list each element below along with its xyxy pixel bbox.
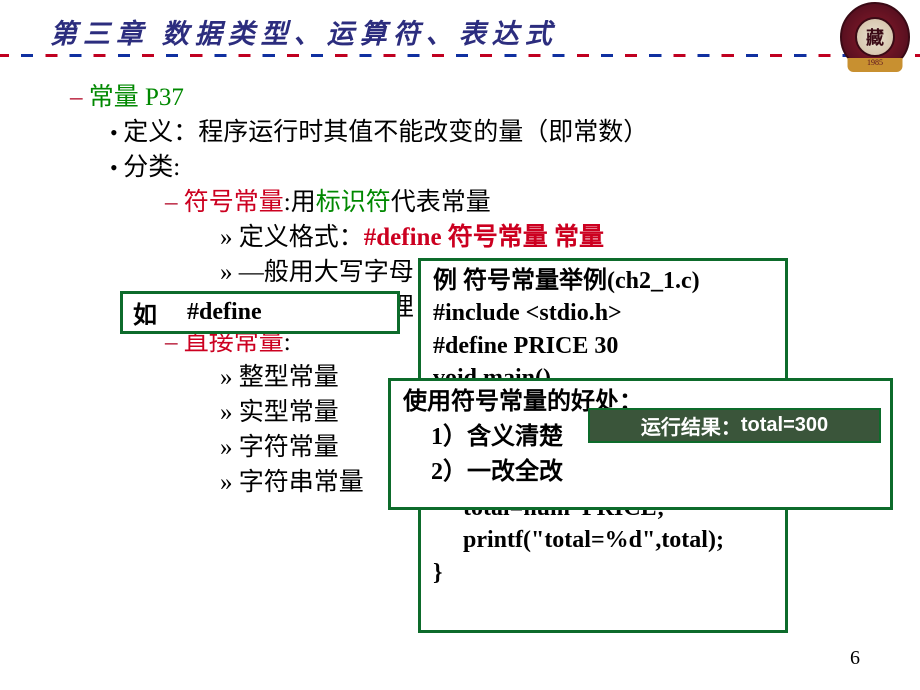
page-number: 6 <box>850 647 860 670</box>
code-line-8: } <box>433 557 773 589</box>
benefits-box: 使用符号常量的好处： 1）含义清楚 2）一改全改 <box>388 378 893 510</box>
define-example-box: 如 #define <box>120 291 400 334</box>
symbol-const-desc2: 代表常量 <box>391 189 491 216</box>
chapter-title: 第三章 数据类型、运算符、表达式 <box>50 12 558 51</box>
code-line-0: #include <stdio.h> <box>433 297 773 329</box>
hidden-line2a: — <box>239 259 264 286</box>
code-title-file: (ch2_1.c) <box>607 268 700 294</box>
symbol-const-desc1: :用 <box>284 189 316 216</box>
code-title-cn: 例 符号常量举例 <box>433 268 607 294</box>
identifier-word: 标识符 <box>316 189 391 216</box>
logo-char: 藏 <box>855 17 895 57</box>
hidden-line2b: 般用大写字母 <box>264 259 414 286</box>
format-code-2: ne 符号常量 常量 <box>417 224 605 251</box>
define-box-prefix: 如 <box>133 295 157 330</box>
benefits-line3: 2）一改全改 <box>431 455 878 490</box>
result-box: 运行结果：total=300 <box>588 408 881 443</box>
header-divider <box>0 54 920 57</box>
result-label: 运行结果： <box>641 411 741 440</box>
definition-label: 定义： <box>123 119 198 146</box>
direct-item-0: 整型常量 <box>239 364 339 391</box>
topic-heading: 常量 P37 <box>89 84 184 111</box>
direct-item-1: 实型常量 <box>239 399 339 426</box>
result-value: total=300 <box>741 414 828 437</box>
category-label: 分类 <box>123 154 173 181</box>
symbol-const-name: 符号常量 <box>184 189 284 216</box>
logo-ribbon: 1985 <box>848 58 903 72</box>
define-box-code: #define <box>187 299 262 326</box>
university-logo: 藏 1985 <box>840 2 910 72</box>
direct-item-2: 字符常量 <box>239 434 339 461</box>
direct-item-3: 字符串常量 <box>239 469 364 496</box>
format-label: 定义格式： <box>239 224 364 251</box>
definition-text: 程序运行时其值不能改变的量（即常数） <box>198 119 648 146</box>
code-line-1: #define PRICE 30 <box>433 330 773 362</box>
format-code-1: #defi <box>364 224 417 251</box>
code-line-7: printf("total=%d",total); <box>433 524 773 556</box>
